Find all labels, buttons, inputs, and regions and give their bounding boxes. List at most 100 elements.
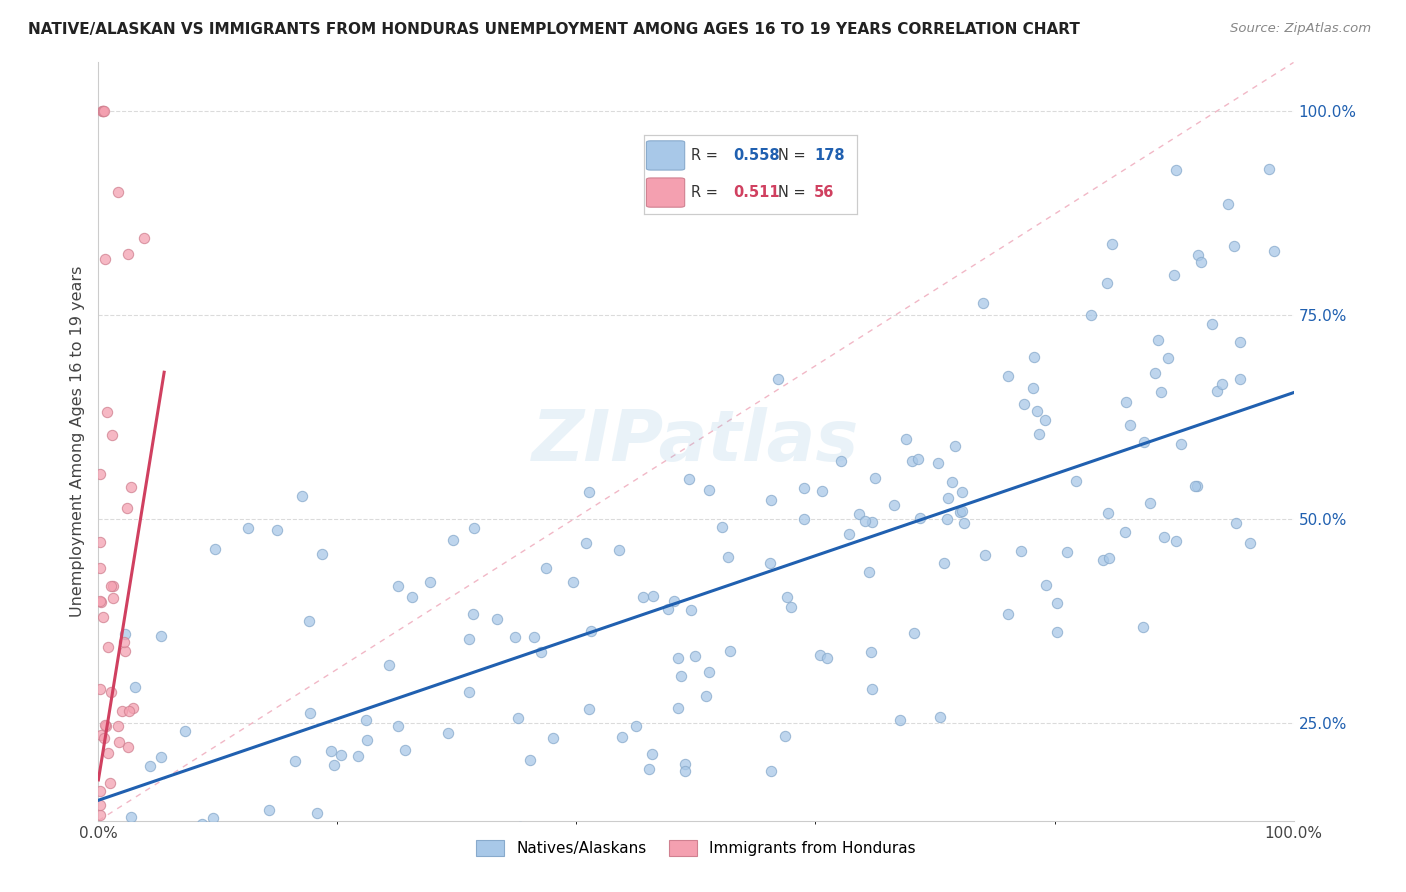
- Point: [859, 645, 882, 659]
- Point: [96, 405, 118, 419]
- Point: [717, 549, 740, 564]
- Point: [89, 830, 111, 845]
- Point: [100, 685, 122, 699]
- Point: [662, 594, 685, 608]
- Point: [509, 820, 531, 834]
- Point: [347, 749, 370, 764]
- Point: [679, 603, 702, 617]
- Point: [697, 483, 720, 497]
- Point: [319, 744, 342, 758]
- Point: [485, 612, 508, 626]
- Point: [1028, 427, 1050, 442]
- Point: [1170, 436, 1192, 450]
- Point: [1091, 552, 1114, 566]
- Point: [394, 742, 416, 756]
- Text: N =: N =: [778, 185, 810, 200]
- Point: [1025, 404, 1047, 418]
- Point: [678, 472, 700, 486]
- Point: [1080, 308, 1102, 322]
- Point: [666, 701, 689, 715]
- Point: [93, 887, 115, 892]
- Point: [562, 574, 585, 589]
- Point: [401, 590, 423, 604]
- Point: [641, 747, 664, 761]
- Point: [90, 838, 112, 852]
- Point: [98, 775, 121, 789]
- Point: [98, 860, 121, 874]
- Point: [190, 817, 212, 831]
- Point: [766, 372, 789, 386]
- Point: [174, 723, 197, 738]
- Point: [972, 296, 994, 310]
- Point: [759, 556, 782, 570]
- Point: [94, 719, 117, 733]
- Point: [257, 803, 280, 817]
- Point: [215, 828, 238, 842]
- Point: [107, 719, 129, 733]
- Point: [91, 104, 114, 119]
- Point: [90, 728, 112, 742]
- Point: [815, 651, 838, 665]
- Point: [929, 710, 952, 724]
- Point: [641, 590, 664, 604]
- Point: [311, 547, 333, 561]
- Point: [118, 857, 141, 871]
- Text: R =: R =: [690, 147, 723, 162]
- Point: [1223, 238, 1246, 252]
- Point: [1010, 544, 1032, 558]
- Point: [1144, 366, 1167, 380]
- Point: [519, 754, 541, 768]
- Point: [530, 645, 553, 659]
- Point: [117, 501, 139, 516]
- Point: [1046, 624, 1069, 639]
- Point: [1035, 578, 1057, 592]
- Point: [907, 451, 929, 466]
- Point: [759, 764, 782, 778]
- Point: [1095, 276, 1118, 290]
- Point: [718, 644, 741, 658]
- Point: [299, 706, 322, 721]
- Point: [860, 516, 883, 530]
- Point: [458, 685, 481, 699]
- Point: [117, 739, 139, 754]
- Point: [626, 719, 648, 733]
- Point: [927, 456, 949, 470]
- Point: [699, 665, 721, 679]
- Point: [792, 481, 814, 495]
- Point: [90, 595, 112, 609]
- Point: [93, 833, 115, 847]
- Point: [1119, 417, 1142, 432]
- Point: [284, 755, 307, 769]
- Point: [93, 718, 115, 732]
- Point: [908, 511, 931, 525]
- Point: [89, 807, 111, 822]
- Point: [997, 368, 1019, 383]
- Point: [1021, 381, 1043, 395]
- Point: [89, 797, 111, 812]
- Point: [631, 590, 654, 604]
- Point: [848, 507, 870, 521]
- Point: [97, 640, 120, 654]
- Point: [93, 731, 115, 745]
- Point: [1139, 496, 1161, 510]
- Point: [89, 534, 111, 549]
- Point: [134, 230, 156, 244]
- Point: [100, 579, 122, 593]
- Point: [683, 648, 706, 663]
- Point: [436, 725, 458, 739]
- Point: [1132, 435, 1154, 450]
- Point: [1114, 525, 1136, 540]
- Point: [607, 543, 630, 558]
- Point: [89, 594, 111, 608]
- Point: [120, 809, 142, 823]
- Point: [1216, 197, 1239, 211]
- Point: [150, 629, 173, 643]
- Point: [579, 624, 602, 638]
- Point: [97, 828, 120, 842]
- Text: 56: 56: [814, 185, 835, 200]
- Point: [936, 491, 959, 505]
- Point: [266, 523, 288, 537]
- Point: [91, 610, 114, 624]
- Point: [1024, 350, 1046, 364]
- Point: [1257, 162, 1279, 177]
